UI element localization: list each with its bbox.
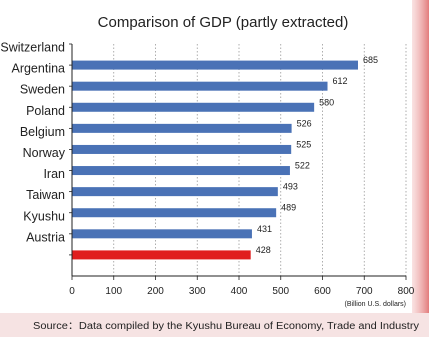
chart-title: Comparison of GDP (partly extracted) — [98, 14, 349, 31]
category-label: Belgium — [20, 125, 65, 139]
category-label: Poland — [26, 104, 65, 118]
value-label: 685 — [363, 55, 378, 65]
x-tick-label: 200 — [147, 286, 164, 297]
value-label: 428 — [256, 245, 271, 255]
value-label: 612 — [333, 76, 348, 86]
value-labels: 685 612 580 526 525 522 493 489 431 428 — [256, 55, 378, 255]
category-label: Iran — [43, 167, 65, 181]
category-label: Norway — [23, 146, 66, 160]
value-label: 580 — [319, 97, 334, 107]
category-label: Argentina — [11, 62, 65, 76]
bar — [72, 81, 328, 91]
category-label: Kyushu — [23, 209, 65, 223]
x-tick-label: 400 — [231, 286, 248, 297]
x-tick-label: 700 — [356, 286, 373, 297]
bar — [72, 123, 292, 133]
x-tick-label: 300 — [189, 286, 206, 297]
value-label: 431 — [257, 224, 272, 234]
x-tick-labels: 0 100 200 300 400 500 600 700 800 — [69, 286, 415, 297]
x-axis-unit: (Billion U.S. dollars) — [345, 301, 406, 308]
value-label: 526 — [297, 118, 312, 128]
category-label: Taiwan — [26, 188, 65, 202]
category-labels: Switzerland Argentina Sweden Poland Belgium N… — [0, 41, 65, 245]
bar — [72, 144, 292, 154]
bar — [72, 208, 277, 218]
value-label: 493 — [283, 182, 298, 192]
source-band — [0, 313, 429, 337]
value-label: 522 — [295, 161, 310, 171]
bar-series — [72, 60, 358, 260]
bar — [72, 166, 290, 176]
bar — [72, 229, 252, 239]
category-label: Austria — [26, 230, 65, 244]
x-tick-label: 800 — [398, 286, 415, 297]
value-label: 525 — [296, 139, 311, 149]
bar — [72, 60, 358, 70]
x-tick-label: 0 — [69, 286, 75, 297]
x-tick-label: 600 — [314, 286, 331, 297]
category-label: Switzerland — [0, 41, 65, 55]
bar-highlight — [72, 250, 251, 260]
axes — [69, 43, 407, 280]
value-label: 489 — [281, 203, 296, 213]
category-label: Sweden — [20, 83, 65, 97]
x-tick-label: 100 — [105, 286, 122, 297]
bar — [72, 102, 315, 112]
source-note: Source：Data compiled by the Kyushu Burea… — [33, 321, 419, 332]
x-tick-label: 500 — [272, 286, 289, 297]
bar — [72, 187, 278, 197]
plot-panel — [0, 0, 412, 313]
